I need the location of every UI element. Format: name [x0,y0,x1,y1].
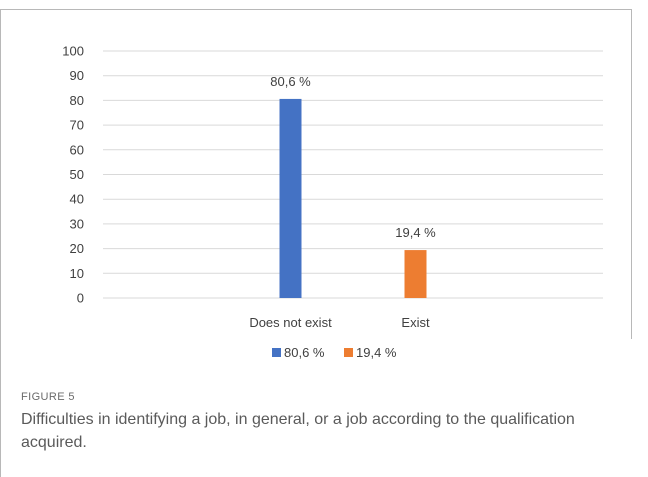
legend-swatch-2 [344,348,353,357]
y-tick-label-80: 80 [70,93,84,108]
legend-label-2: 19,4 % [356,345,397,360]
bar-chart: 0 10 20 30 40 50 60 70 80 90 100 80,6 % 19,4 % Does… [0,0,648,380]
legend-swatch-1 [272,348,281,357]
y-tick-label-20: 20 [70,241,84,256]
y-tick-label-70: 70 [70,118,84,133]
y-tick-label-30: 30 [70,216,84,231]
legend-label-1: 80,6 % [284,345,325,360]
y-tick-label-0: 0 [77,291,84,306]
x-axis-tick-labels: Does not exist Exist [249,315,430,330]
figure-caption: Difficulties in identifying a job, in ge… [21,408,621,454]
x-tick-label-1: Does not exist [249,315,332,330]
y-tick-label-10: 10 [70,266,84,281]
y-tick-label-50: 50 [70,167,84,182]
data-label-1: 80,6 % [270,74,311,89]
bar-2 [405,250,427,298]
y-tick-label-40: 40 [70,192,84,207]
bars [280,99,427,298]
data-label-2: 19,4 % [395,225,436,240]
bar-1 [280,99,302,298]
gridlines [103,51,603,298]
y-tick-label-90: 90 [70,68,84,83]
figure-label: FIGURE 5 [21,391,75,403]
x-tick-label-2: Exist [401,315,430,330]
y-tick-label-60: 60 [70,142,84,157]
y-tick-label-100: 100 [62,44,84,59]
y-axis-tick-labels: 0 10 20 30 40 50 60 70 80 90 100 [62,44,84,306]
legend: 80,6 % 19,4 % [272,345,397,360]
